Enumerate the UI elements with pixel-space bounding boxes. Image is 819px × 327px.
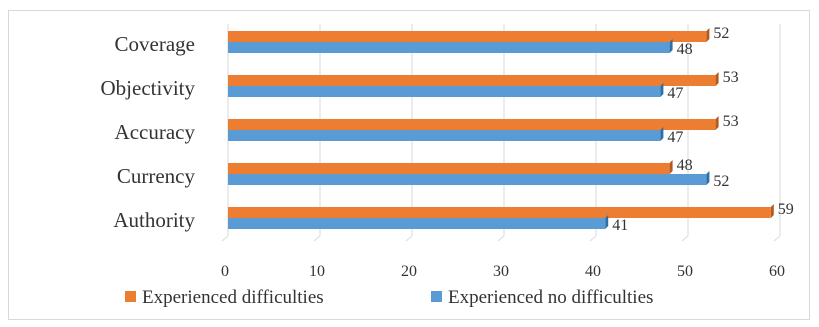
bar-end-shade — [669, 39, 673, 53]
gridline-foot — [221, 235, 229, 242]
data-label: 47 — [667, 85, 683, 102]
data-label: 47 — [667, 129, 683, 146]
legend-swatch-experienced — [125, 291, 136, 302]
bar-experienced — [228, 31, 707, 42]
bar-end-shade — [706, 28, 710, 42]
data-label: 52 — [713, 173, 729, 190]
bar-end-shade — [715, 72, 719, 86]
bar-end-shade — [660, 127, 664, 141]
x-axis-ticks: 0 10 20 30 40 50 60 — [221, 263, 785, 280]
gridline-foot — [313, 235, 321, 242]
legend: Experienced difficulties Experienced no … — [125, 287, 653, 308]
gridline-foot — [589, 235, 597, 242]
x-tick-label: 0 — [221, 263, 229, 280]
category-label: Authority — [113, 208, 195, 232]
data-label: 48 — [677, 157, 693, 174]
legend-label-experienced: Experienced difficulties — [142, 287, 324, 308]
category-label: Coverage — [115, 32, 195, 56]
gridline-foot — [497, 235, 505, 242]
data-label: 59 — [778, 201, 794, 218]
bar-end-shade — [770, 204, 774, 218]
bar-end-shade — [715, 116, 719, 130]
data-label: 41 — [612, 217, 628, 234]
bar-experienced — [228, 75, 716, 86]
bar-no-difficulties — [228, 130, 661, 141]
bar-experienced — [228, 207, 771, 218]
bars: 52 48 53 47 53 47 48 52 59 41 — [228, 25, 794, 234]
data-label: 52 — [713, 25, 729, 42]
legend-label-no-difficulties: Experienced no difficulties — [448, 287, 653, 308]
bar-no-difficulties — [228, 86, 661, 97]
x-tick-label: 40 — [585, 263, 601, 280]
gridline-foot — [681, 235, 689, 242]
bar-no-difficulties — [228, 42, 670, 53]
x-tick-label: 10 — [309, 263, 325, 280]
bar-no-difficulties — [228, 174, 707, 185]
legend-swatch-no-difficulties — [431, 291, 442, 302]
data-label: 48 — [677, 41, 693, 58]
x-tick-label: 50 — [677, 263, 693, 280]
bar-end-shade — [605, 215, 609, 229]
gridline-foot — [773, 235, 781, 242]
category-labels: Coverage Objectivity Accuracy Currency Autho… — [101, 32, 196, 232]
category-label: Objectivity — [101, 76, 196, 100]
x-tick-label: 60 — [769, 263, 785, 280]
bar-experienced — [228, 163, 670, 174]
bar-end-shade — [660, 83, 664, 97]
bar-no-difficulties — [228, 218, 606, 229]
data-label: 53 — [723, 113, 739, 130]
bar-end-shade — [669, 160, 673, 174]
data-label: 53 — [723, 69, 739, 86]
category-label: Currency — [117, 164, 196, 188]
bar-end-shade — [706, 171, 710, 185]
gridline-foot — [405, 235, 413, 242]
bar-experienced — [228, 119, 716, 130]
x-tick-label: 30 — [493, 263, 509, 280]
x-tick-label: 20 — [401, 263, 417, 280]
category-label: Accuracy — [115, 120, 196, 144]
